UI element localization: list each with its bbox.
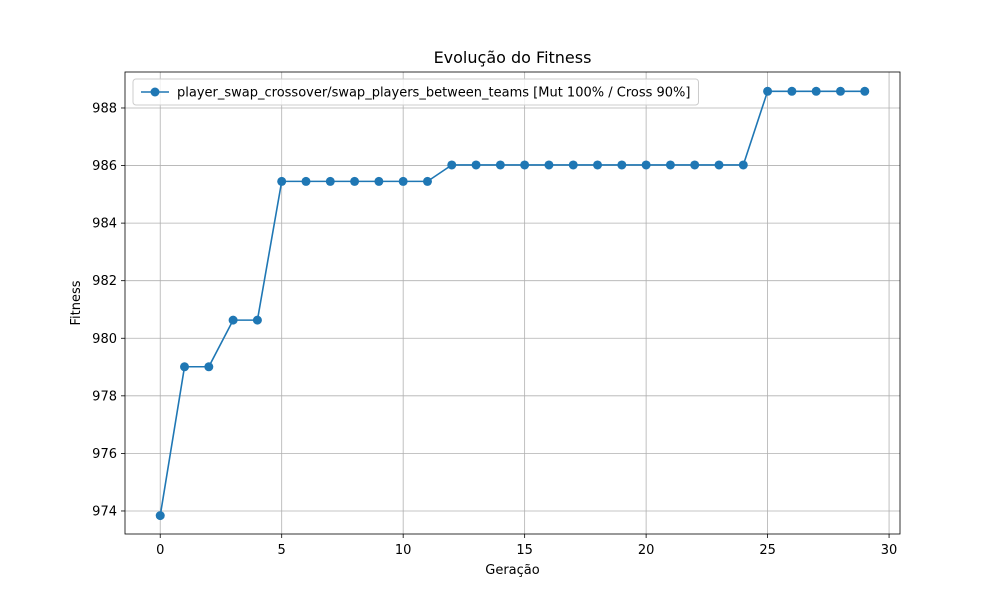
x-tick-label: 10: [395, 543, 412, 558]
data-point: [180, 362, 190, 372]
data-point: [568, 160, 578, 170]
data-point: [763, 86, 773, 96]
data-point: [593, 160, 603, 170]
y-tick-label: 982: [92, 274, 117, 289]
x-tick-label: 20: [638, 543, 655, 558]
data-point: [714, 160, 724, 170]
data-point: [204, 362, 214, 372]
data-point: [301, 176, 311, 186]
x-tick-label: 0: [156, 543, 164, 558]
data-point: [520, 160, 530, 170]
legend-box: [132, 78, 699, 106]
y-tick-label: 978: [92, 389, 117, 404]
data-point: [617, 160, 627, 170]
data-point: [350, 176, 360, 186]
y-axis-label: Fitness: [69, 280, 84, 325]
data-point: [495, 160, 505, 170]
legend: player_swap_crossover/swap_players_betwe…: [132, 78, 699, 106]
y-tick-label: 980: [92, 332, 117, 347]
y-tick-label: 986: [92, 159, 117, 174]
y-tick-label: 974: [92, 504, 117, 519]
x-tick-label: 15: [516, 543, 533, 558]
data-point: [665, 160, 675, 170]
chart-title: Evolução do Fitness: [434, 48, 592, 67]
data-point: [641, 160, 651, 170]
grid-layer: [125, 72, 900, 534]
legend-marker-swatch: [150, 87, 160, 97]
data-point: [811, 86, 821, 96]
x-axis-label: Geração: [485, 563, 539, 578]
data-point: [277, 176, 287, 186]
data-point: [374, 176, 384, 186]
data-point: [690, 160, 700, 170]
x-tick-label: 25: [759, 543, 776, 558]
data-point: [228, 315, 238, 325]
y-tick-label: 976: [92, 447, 117, 462]
data-point: [422, 176, 432, 186]
legend-entry-label: player_swap_crossover/swap_players_betwe…: [177, 86, 690, 101]
data-point: [155, 511, 165, 521]
series-layer: [155, 86, 870, 521]
x-tick-label: 30: [881, 543, 898, 558]
data-point: [398, 176, 408, 186]
plot-frame: [124, 71, 901, 535]
data-point: [544, 160, 554, 170]
y-tick-label: 984: [92, 217, 117, 232]
data-point: [738, 160, 748, 170]
tick-layer: 0 5 10 15 20 25 30 974 976 978 980 982 984 986 988: [92, 101, 897, 558]
data-point: [471, 160, 481, 170]
data-point: [252, 315, 262, 325]
data-point: [860, 86, 870, 96]
data-point: [325, 176, 335, 186]
series-line: [159, 90, 865, 516]
data-point: [835, 86, 845, 96]
data-point: [787, 86, 797, 96]
y-tick-label: 988: [92, 101, 117, 116]
x-tick-label: 5: [278, 543, 286, 558]
data-point: [447, 160, 457, 170]
